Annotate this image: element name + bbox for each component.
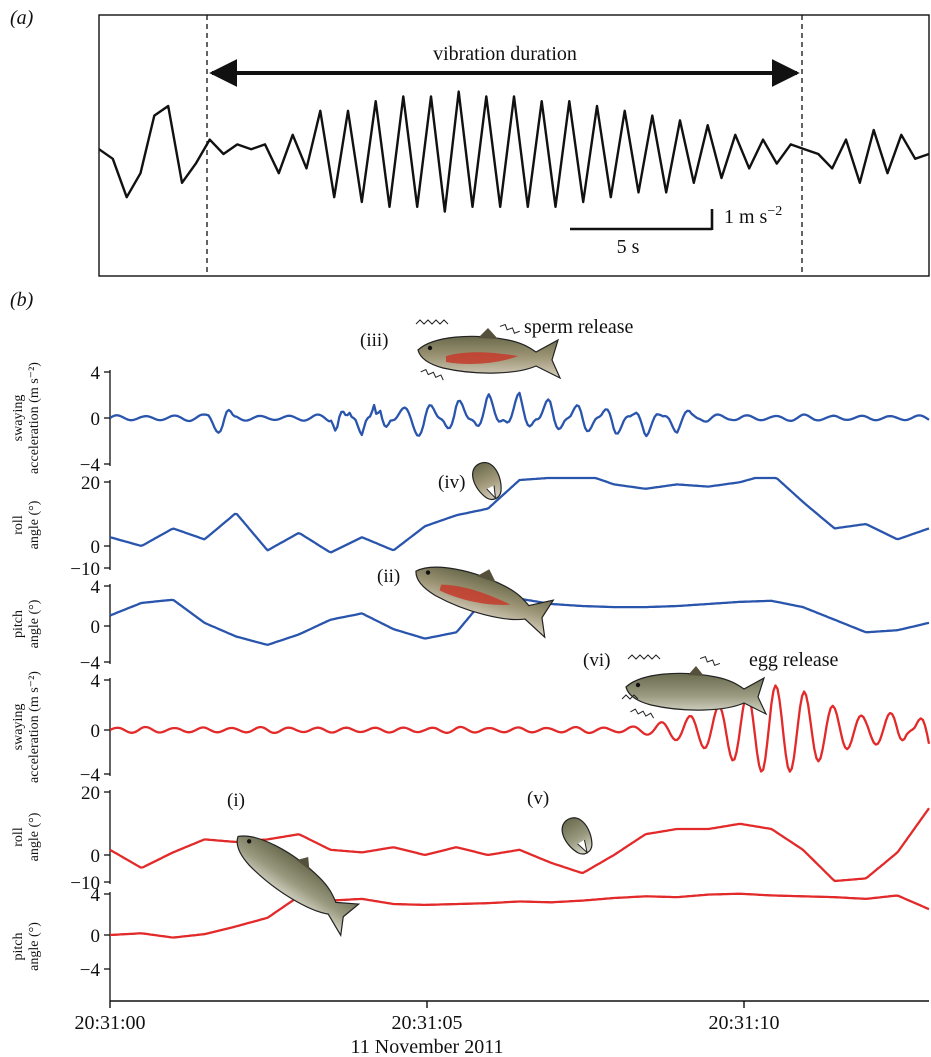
m_pitch-y-label-0: pitch — [11, 610, 26, 638]
f_sway-y-label-1: acceleration (m s⁻²) — [27, 671, 42, 783]
f_sway-y-tick-label-1: 0 — [91, 721, 101, 742]
m_pitch-y-tick-label-2: −4 — [80, 653, 101, 674]
roman-vi: (vi) — [583, 650, 610, 671]
m_sway-y-tick-label-0: 4 — [91, 363, 101, 384]
f_sway-y-tick-label-2: −4 — [80, 765, 101, 786]
m_sway-y-tick-label-2: −4 — [80, 455, 101, 476]
m_sway-y-label-1: acceleration (m s⁻²) — [27, 362, 42, 474]
fish-male-headon-icon — [472, 461, 502, 501]
f_roll-y-label-0: roll — [11, 827, 26, 847]
f_roll-y-tick-label-1: 0 — [91, 846, 101, 867]
egg-release-label: egg release — [749, 649, 839, 671]
roman-iv: (iv) — [438, 472, 465, 493]
sperm-release-label: sperm release — [524, 316, 634, 338]
m_pitch-y-label-1: angle (°) — [27, 599, 42, 648]
fish-male-swimming-icon — [415, 566, 555, 639]
x-tick-label-1: 20:31:05 — [391, 1012, 462, 1034]
m_roll-y-tick-label-2: −10 — [70, 559, 100, 580]
roman-v: (v) — [527, 788, 549, 809]
m_roll-y-tick-label-0: 20 — [81, 473, 100, 494]
f_pitch-y-tick-label-2: −4 — [80, 960, 101, 981]
fish-female-vibrating-icon — [621, 654, 768, 719]
f_roll-y-tick-label-2: −10 — [70, 873, 100, 894]
scale-bar-accel-label: 1 m s−2 — [724, 204, 782, 228]
f_roll-trace — [109, 807, 930, 883]
m_roll-y-tick-label-1: 0 — [91, 537, 101, 558]
roman-i: (i) — [227, 790, 245, 811]
f_sway-trace — [109, 684, 931, 773]
f_pitch-y-label-0: pitch — [11, 933, 26, 961]
roman-ii: (ii) — [377, 566, 400, 587]
f_pitch-y-label-1: angle (°) — [27, 922, 42, 971]
m_sway-trace — [109, 391, 930, 438]
f_roll-y-tick-label-0: 20 — [81, 783, 100, 804]
f_pitch-trace — [109, 892, 930, 939]
fish-female-tilted-icon — [236, 835, 361, 938]
x-tick-label-0: 20:31:00 — [74, 1012, 145, 1034]
f_sway-y-tick-label-0: 4 — [91, 671, 101, 692]
roman-iii: (iii) — [360, 330, 389, 351]
panel-a-frame — [98, 14, 930, 277]
x-tick-label-2: 20:31:10 — [708, 1012, 779, 1034]
f_sway-y-label-0: swaying — [11, 704, 26, 751]
m_sway-y-tick-label-1: 0 — [91, 409, 101, 430]
m_pitch-y-tick-label-0: 4 — [91, 577, 101, 598]
m_roll-y-label-0: roll — [11, 515, 26, 535]
panel-a-trace — [98, 90, 930, 213]
vibration-duration-label: vibration duration — [433, 43, 577, 65]
m_roll-y-label-1: angle (°) — [27, 500, 42, 549]
f_pitch-y-tick-label-1: 0 — [91, 926, 101, 947]
m_sway-y-label-0: swaying — [11, 395, 26, 442]
x-axis-label: 11 November 2011 — [351, 1036, 504, 1057]
scale-bar-time-label: 5 s — [617, 236, 640, 258]
m_roll-trace — [109, 476, 930, 554]
m_pitch-y-tick-label-1: 0 — [91, 617, 101, 638]
panel-b-label: (b) — [10, 289, 34, 311]
panel-a-label: (a) — [10, 7, 34, 29]
f_pitch-y-tick-label-0: 4 — [91, 885, 101, 906]
f_roll-y-label-1: angle (°) — [27, 812, 42, 861]
fish-male-vibrating-icon — [415, 319, 562, 381]
fish-female-headon-icon — [561, 817, 593, 855]
